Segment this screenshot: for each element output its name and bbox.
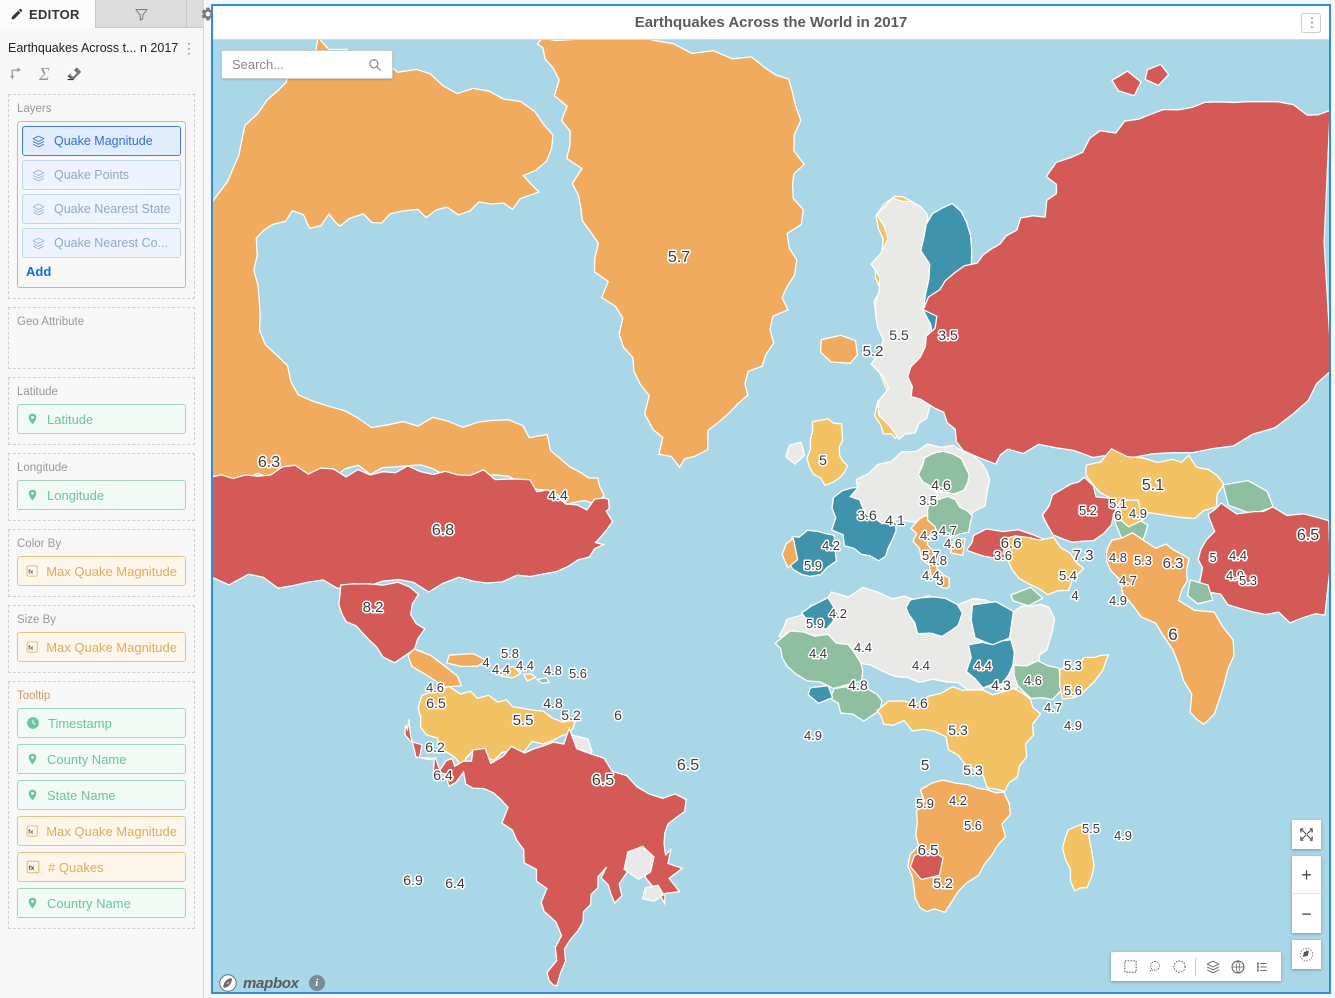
svg-text:5.2: 5.2	[561, 707, 581, 723]
svg-text:fx: fx	[28, 570, 34, 576]
svg-text:4.4: 4.4	[854, 640, 872, 655]
svg-text:4.8: 4.8	[929, 553, 947, 568]
svg-text:5.9: 5.9	[916, 796, 934, 811]
svg-text:6.4: 6.4	[433, 767, 453, 783]
svg-text:6.5: 6.5	[918, 842, 939, 859]
svg-text:5.7: 5.7	[668, 249, 690, 266]
svg-text:5.1: 5.1	[1142, 477, 1164, 494]
svg-text:6: 6	[1114, 508, 1121, 523]
svg-text:fx: fx	[29, 865, 35, 872]
svg-text:5: 5	[819, 452, 827, 468]
svg-text:4.6: 4.6	[931, 477, 951, 493]
svg-text:5.6: 5.6	[569, 666, 587, 681]
svg-text:6.2: 6.2	[425, 739, 445, 755]
svg-text:4.6: 4.6	[944, 536, 962, 551]
svg-text:5.3: 5.3	[948, 722, 968, 738]
svg-text:4.8: 4.8	[848, 677, 868, 693]
svg-text:4.4: 4.4	[974, 658, 992, 673]
svg-text:5.6: 5.6	[964, 818, 982, 833]
svg-text:5.3: 5.3	[1239, 573, 1257, 588]
svg-text:7.3: 7.3	[1073, 547, 1094, 564]
svg-text:5: 5	[921, 757, 929, 774]
svg-text:5.5: 5.5	[889, 327, 909, 343]
svg-text:5.4: 5.4	[1059, 568, 1077, 583]
svg-text:6.8: 6.8	[432, 522, 454, 539]
svg-text:fx: fx	[28, 830, 34, 836]
svg-text:5.6: 5.6	[1064, 683, 1082, 698]
svg-text:5.2: 5.2	[863, 343, 884, 360]
svg-text:6.9: 6.9	[403, 872, 423, 888]
svg-text:4.3: 4.3	[991, 677, 1011, 693]
svg-text:4.4: 4.4	[922, 568, 940, 583]
svg-text:4.4: 4.4	[912, 658, 930, 673]
svg-text:4.9: 4.9	[1064, 718, 1082, 733]
svg-text:6.3: 6.3	[258, 454, 280, 471]
svg-text:4: 4	[482, 655, 489, 670]
svg-text:5.9: 5.9	[806, 616, 824, 631]
svg-text:4: 4	[1071, 588, 1078, 603]
svg-text:6.5: 6.5	[426, 695, 446, 711]
svg-text:5: 5	[1209, 550, 1216, 565]
svg-text:fx: fx	[28, 646, 34, 652]
svg-text:4.9: 4.9	[1114, 828, 1132, 843]
svg-text:3.6: 3.6	[857, 507, 877, 523]
svg-text:4.6: 4.6	[426, 680, 444, 695]
svg-text:4.6: 4.6	[1024, 673, 1042, 688]
svg-text:5.5: 5.5	[1082, 821, 1100, 836]
svg-text:6.5: 6.5	[677, 757, 699, 774]
svg-text:3.6: 3.6	[994, 548, 1012, 563]
svg-text:5.3: 5.3	[1064, 658, 1082, 673]
svg-text:5.2: 5.2	[933, 875, 953, 891]
svg-text:6: 6	[1168, 625, 1177, 644]
svg-text:4.9: 4.9	[1109, 593, 1127, 608]
svg-text:5.2: 5.2	[1079, 503, 1097, 518]
svg-text:5.5: 5.5	[513, 712, 534, 729]
svg-text:4.8: 4.8	[1109, 550, 1127, 565]
svg-text:4.3: 4.3	[920, 528, 938, 543]
svg-text:4.9: 4.9	[1129, 506, 1147, 521]
svg-text:3.5: 3.5	[919, 493, 937, 508]
svg-text:4.4: 4.4	[809, 646, 827, 661]
svg-text:6: 6	[614, 707, 622, 723]
svg-text:4.6: 4.6	[908, 695, 928, 711]
svg-text:4.2: 4.2	[949, 793, 967, 808]
svg-text:5.9: 5.9	[804, 558, 822, 573]
svg-text:4.4: 4.4	[492, 662, 510, 677]
svg-text:8.2: 8.2	[363, 599, 384, 616]
svg-text:4.7: 4.7	[1044, 700, 1062, 715]
svg-text:6.5: 6.5	[1297, 527, 1319, 544]
svg-text:5.3: 5.3	[1134, 553, 1152, 568]
svg-text:3.5: 3.5	[938, 327, 958, 343]
svg-text:4.7: 4.7	[1119, 573, 1137, 588]
svg-text:5.3: 5.3	[963, 762, 983, 778]
svg-text:4.4: 4.4	[1229, 548, 1247, 563]
svg-text:4.4: 4.4	[516, 658, 534, 673]
svg-text:4.8: 4.8	[544, 663, 562, 678]
svg-text:4.2: 4.2	[829, 606, 847, 621]
svg-text:4.1: 4.1	[885, 512, 905, 528]
svg-text:6.3: 6.3	[1163, 555, 1184, 572]
svg-text:4.8: 4.8	[543, 695, 563, 711]
svg-text:6.4: 6.4	[445, 875, 465, 891]
svg-text:4.9: 4.9	[804, 728, 822, 743]
svg-text:4.2: 4.2	[822, 538, 840, 553]
svg-text:4.4: 4.4	[548, 487, 568, 503]
svg-text:6.5: 6.5	[592, 772, 614, 789]
